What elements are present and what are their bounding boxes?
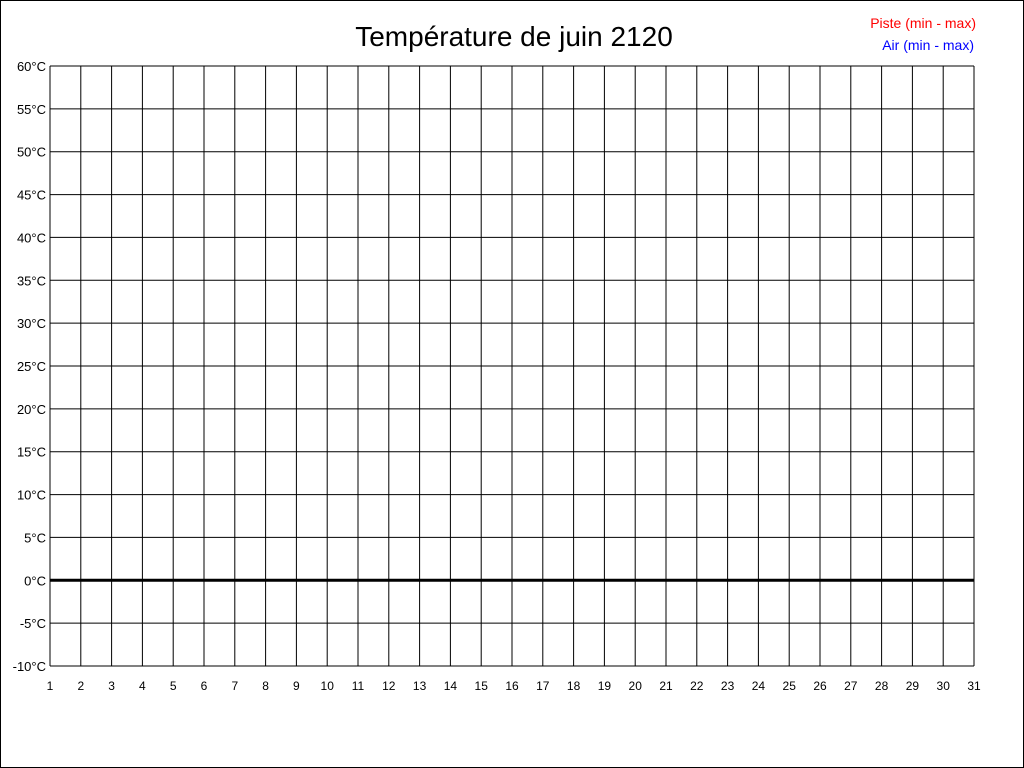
y-tick-label: 35°C: [17, 273, 46, 288]
x-tick-label: 25: [783, 679, 797, 693]
x-tick-label: 13: [413, 679, 427, 693]
y-tick-label: 55°C: [17, 102, 46, 117]
y-tick-label: 5°C: [24, 530, 46, 545]
x-tick-label: 31: [967, 679, 981, 693]
x-tick-label: 22: [690, 679, 704, 693]
x-tick-label: 10: [321, 679, 335, 693]
x-tick-label: 12: [382, 679, 396, 693]
y-tick-label: 20°C: [17, 402, 46, 417]
y-tick-label: 60°C: [17, 59, 46, 74]
x-tick-label: 20: [629, 679, 643, 693]
x-axis-ticks: 1 2 3 4 5 6 7 8 9 10 11 12 13 14 15 16 17 18 19 20 21 22 23 24 2…: [47, 679, 981, 693]
x-tick-label: 5: [170, 679, 177, 693]
x-tick-label: 28: [875, 679, 889, 693]
y-tick-label: 40°C: [17, 230, 46, 245]
x-tick-label: 27: [844, 679, 858, 693]
y-tick-label: 0°C: [24, 573, 46, 588]
x-tick-label: 8: [262, 679, 269, 693]
x-tick-label: 24: [752, 679, 766, 693]
y-tick-label: -5°C: [20, 616, 46, 631]
x-tick-label: 19: [598, 679, 612, 693]
y-tick-label: 10°C: [17, 488, 46, 503]
y-tick-label: 50°C: [17, 145, 46, 160]
x-tick-label: 30: [937, 679, 951, 693]
x-tick-label: 9: [293, 679, 300, 693]
x-tick-label: 1: [47, 679, 54, 693]
y-tick-label: 15°C: [17, 445, 46, 460]
x-tick-label: 16: [505, 679, 519, 693]
x-tick-label: 14: [444, 679, 458, 693]
x-tick-label: 21: [659, 679, 673, 693]
y-tick-label: 45°C: [17, 188, 46, 203]
legend-air: Air (min - max): [882, 37, 974, 53]
chart-title: Température de juin 2120: [355, 21, 673, 52]
x-tick-label: 11: [352, 679, 365, 693]
x-tick-label: 15: [475, 679, 489, 693]
legend-piste: Piste (min - max): [870, 15, 976, 31]
y-tick-label: -10°C: [13, 659, 46, 674]
x-tick-label: 2: [77, 679, 84, 693]
y-tick-label: 25°C: [17, 359, 46, 374]
grid: [49, 65, 975, 667]
x-tick-label: 3: [108, 679, 115, 693]
y-tick-label: 30°C: [17, 316, 46, 331]
x-tick-label: 18: [567, 679, 581, 693]
x-tick-label: 29: [906, 679, 920, 693]
x-tick-label: 17: [536, 679, 550, 693]
x-tick-label: 4: [139, 679, 146, 693]
y-axis-ticks: 60°C 55°C 50°C 45°C 40°C 35°C 30°C 25°C 20°C 15°C…: [13, 59, 46, 674]
x-tick-label: 7: [231, 679, 238, 693]
x-tick-label: 26: [813, 679, 827, 693]
x-tick-label: 23: [721, 679, 735, 693]
x-tick-label: 6: [201, 679, 208, 693]
